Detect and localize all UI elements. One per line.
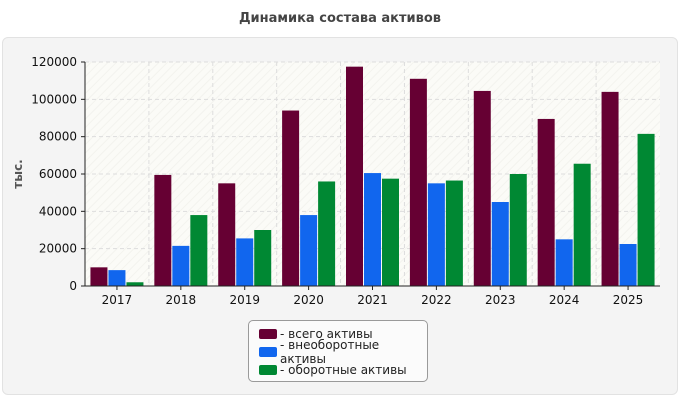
bar	[346, 66, 363, 287]
bar	[491, 202, 509, 286]
bar	[473, 90, 491, 286]
y-tick-label: 40000	[39, 204, 77, 218]
x-tick-label: 2024	[549, 293, 580, 307]
y-tick-label: 100000	[31, 92, 77, 106]
bar	[108, 270, 126, 286]
bar	[445, 180, 463, 286]
y-tick-label: 0	[69, 279, 77, 293]
x-tick-label: 2019	[229, 293, 260, 307]
bar	[573, 163, 591, 286]
bar	[218, 183, 236, 286]
bar	[318, 181, 336, 286]
bar	[601, 91, 619, 286]
x-tick-label: 2020	[293, 293, 324, 307]
x-tick-label: 2025	[613, 293, 644, 307]
x-tick-label: 2022	[421, 293, 452, 307]
bar	[300, 215, 318, 286]
x-tick-label: 2018	[166, 293, 197, 307]
x-tick-label: 2021	[357, 293, 388, 307]
legend-swatch	[259, 365, 277, 375]
legend-swatch	[259, 347, 277, 357]
bar	[154, 174, 172, 286]
bar	[427, 183, 445, 286]
bar	[254, 230, 272, 286]
bar	[637, 133, 655, 286]
bar	[382, 178, 399, 286]
bar	[619, 244, 637, 286]
bar	[555, 239, 573, 286]
x-tick-label: 2017	[102, 293, 133, 307]
legend: - всего активы - внеоборотные активы - обо…	[248, 320, 428, 382]
bar	[537, 118, 555, 286]
bar	[236, 238, 254, 286]
bar	[282, 110, 300, 287]
legend-item: - оборотные активы	[259, 361, 427, 379]
y-axis-label: тыс.	[11, 159, 25, 188]
bar	[172, 245, 190, 286]
bar	[409, 78, 427, 286]
y-tick-label: 120000	[31, 55, 77, 69]
y-tick-label: 60000	[39, 167, 77, 181]
x-tick-label: 2023	[485, 293, 516, 307]
bar	[190, 215, 208, 286]
legend-swatch	[259, 329, 277, 339]
legend-label: - всего активы	[280, 327, 373, 341]
bar	[90, 267, 108, 286]
legend-label: - внеоборотные активы	[280, 338, 380, 366]
bar	[509, 174, 527, 286]
bar	[364, 173, 381, 286]
legend-label: - оборотные активы	[280, 363, 407, 377]
y-tick-label: 80000	[39, 130, 77, 144]
bar	[126, 282, 144, 286]
legend-item: - всего активы	[259, 325, 427, 343]
legend-item: - внеоборотные активы	[259, 338, 427, 366]
y-tick-label: 20000	[39, 242, 77, 256]
chart-title: Динамика состава активов	[238, 11, 442, 26]
